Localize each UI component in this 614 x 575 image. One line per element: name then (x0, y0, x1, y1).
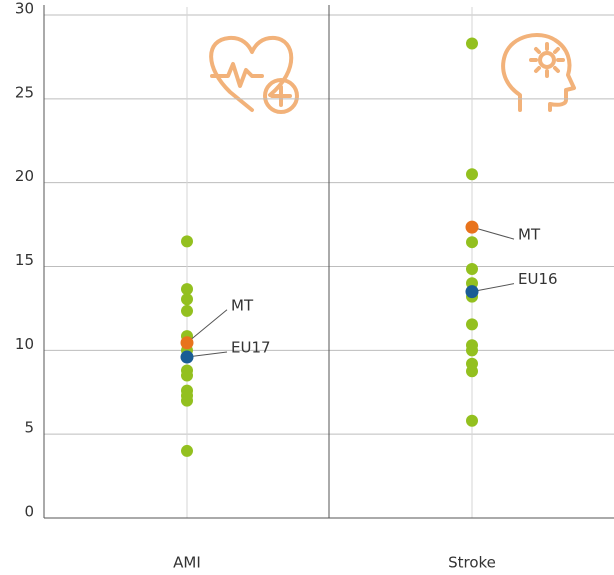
dot (466, 37, 478, 50)
leader-line (186, 309, 228, 344)
dot (465, 285, 479, 299)
dot (181, 304, 193, 317)
leader-line (471, 226, 515, 240)
heart-icon (209, 35, 299, 114)
series-label: EU17 (231, 339, 271, 357)
y-tick-label: 5 (24, 419, 34, 437)
dot (466, 344, 478, 357)
dot (180, 350, 194, 364)
dot (181, 394, 193, 407)
dot (180, 336, 194, 350)
dot (466, 414, 478, 427)
dot (465, 220, 479, 234)
y-tick-label: 25 (15, 83, 34, 101)
dot (466, 236, 478, 249)
dot (466, 365, 478, 378)
y-tick-label: 20 (15, 167, 34, 185)
y-tick-label: 30 (15, 0, 34, 18)
dot (181, 444, 193, 457)
dot (181, 283, 193, 296)
dot (181, 293, 193, 306)
x-tick-label: AMI (173, 554, 201, 572)
y-tick-label: 10 (15, 335, 34, 353)
y-tick-label: 0 (24, 503, 34, 521)
dot (181, 235, 193, 248)
x-tick-label: Stroke (448, 554, 496, 572)
dot (466, 168, 478, 181)
series-label: EU16 (518, 270, 558, 288)
y-tick-label: 15 (15, 251, 34, 269)
dot (466, 318, 478, 331)
series-label: MT (231, 296, 254, 314)
leader-line (471, 283, 515, 293)
brain-icon (501, 33, 576, 112)
dot (181, 369, 193, 382)
leader-line (186, 351, 228, 358)
series-label: MT (518, 226, 541, 244)
dot (466, 263, 478, 276)
